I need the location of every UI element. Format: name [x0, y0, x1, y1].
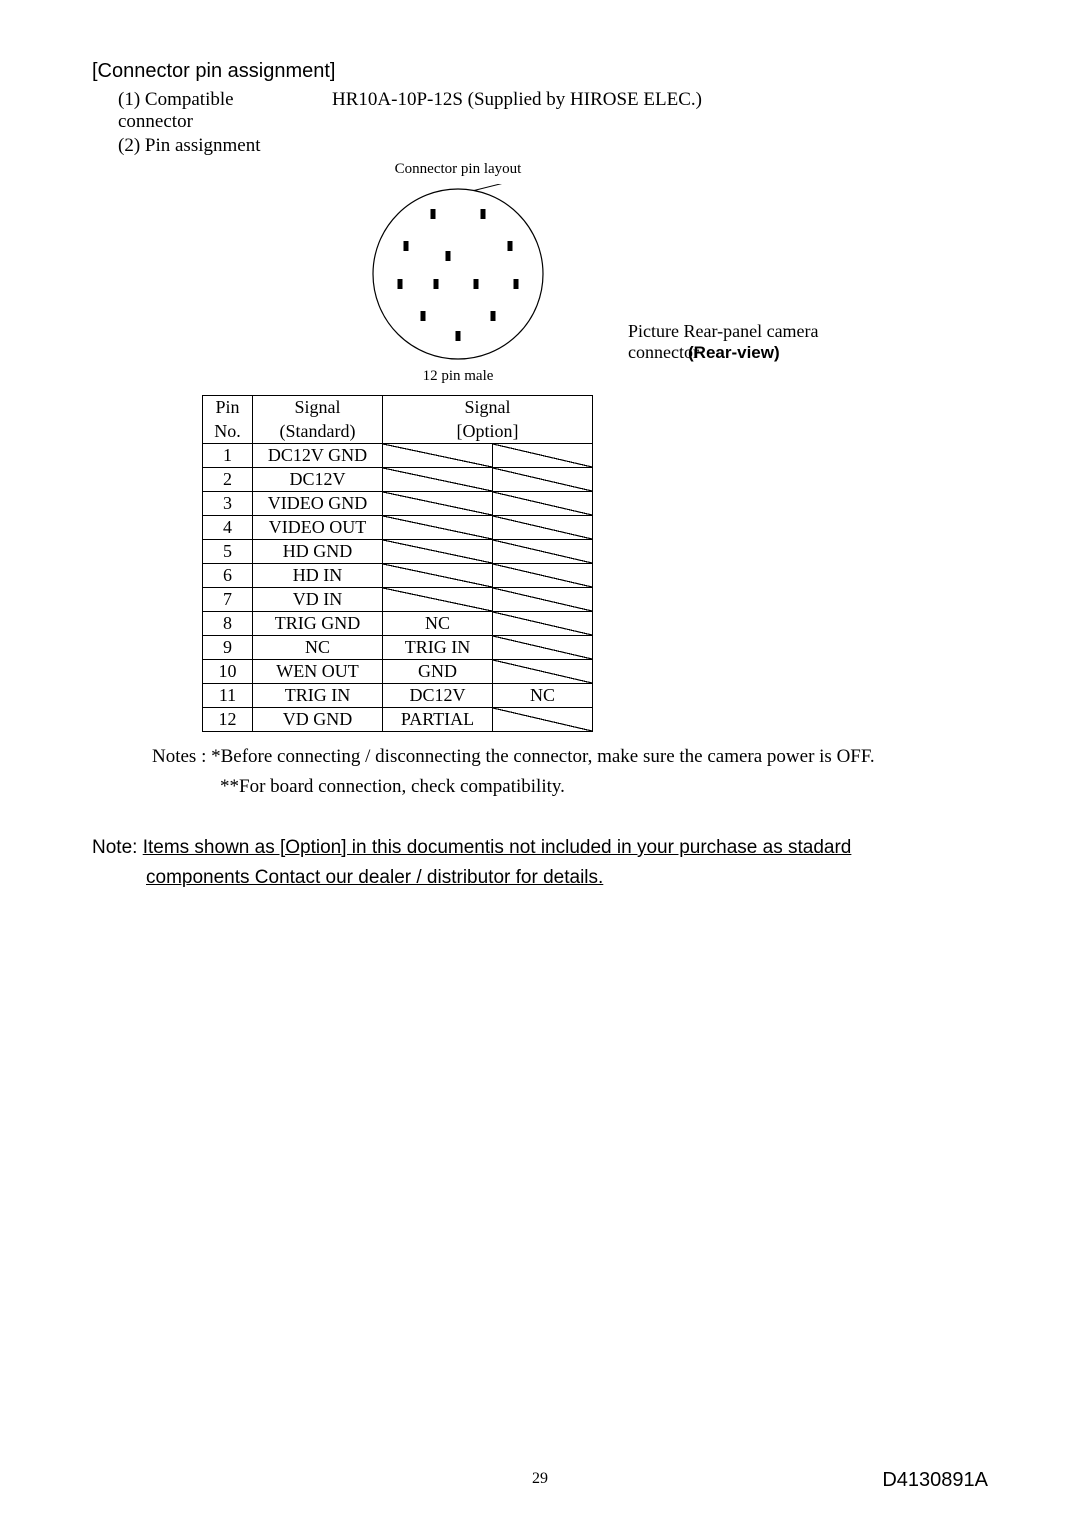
- cell-signal-opt1: [383, 516, 493, 540]
- cell-signal-opt2: [493, 564, 593, 588]
- table-row: 9NCTRIG IN: [203, 636, 593, 660]
- pin-type-label: 12 pin male: [358, 368, 558, 385]
- document-id: D4130891A: [882, 1469, 988, 1492]
- option-note-prefix: Note:: [92, 837, 143, 858]
- cell-pin-no: 11: [203, 684, 253, 708]
- rear-view-caption: (Rear-view): [688, 343, 780, 363]
- cell-signal-opt2: [493, 540, 593, 564]
- cell-signal-std: HD IN: [253, 564, 383, 588]
- th-standard: (Standard): [253, 420, 383, 444]
- cell-signal-opt2: [493, 612, 593, 636]
- cell-signal-opt1: [383, 492, 493, 516]
- th-signal-std: Signal: [253, 396, 383, 420]
- option-note-text-2: components Contact our dealer / distribu…: [146, 867, 603, 888]
- cell-pin-no: 12: [203, 708, 253, 732]
- connector-layout-caption: Connector pin layout: [358, 161, 558, 178]
- section-title: [Connector pin assignment]: [92, 60, 988, 83]
- cell-signal-std: VIDEO GND: [253, 492, 383, 516]
- table-row: 7VD IN: [203, 588, 593, 612]
- th-pin: Pin: [203, 396, 253, 420]
- table-header-row1: Pin Signal Signal: [203, 396, 593, 420]
- cell-signal-opt1: [383, 588, 493, 612]
- cell-pin-no: 6: [203, 564, 253, 588]
- table-row: 5HD GND: [203, 540, 593, 564]
- option-note-text-1: Items shown as [Option] in this document…: [143, 837, 852, 858]
- cell-signal-opt2: [493, 636, 593, 660]
- cell-pin-no: 4: [203, 516, 253, 540]
- cell-signal-opt1: [383, 444, 493, 468]
- table-row: 6HD IN: [203, 564, 593, 588]
- cell-pin-no: 10: [203, 660, 253, 684]
- cell-signal-opt1: DC12V: [383, 684, 493, 708]
- cell-signal-std: VD GND: [253, 708, 383, 732]
- cell-pin-no: 7: [203, 588, 253, 612]
- table-row: 12VD GNDPARTIAL: [203, 708, 593, 732]
- cell-signal-opt2: [493, 468, 593, 492]
- cell-signal-opt2: [493, 492, 593, 516]
- cell-pin-no: 8: [203, 612, 253, 636]
- table-row: 10WEN OUTGND: [203, 660, 593, 684]
- cell-signal-std: DC12V GND: [253, 444, 383, 468]
- table-header-row2: No. (Standard) [Option]: [203, 420, 593, 444]
- th-no: No.: [203, 420, 253, 444]
- cell-signal-opt1: TRIG IN: [383, 636, 493, 660]
- cell-signal-std: VD IN: [253, 588, 383, 612]
- cell-pin-no: 9: [203, 636, 253, 660]
- cell-pin-no: 3: [203, 492, 253, 516]
- cell-signal-std: TRIG GND: [253, 612, 383, 636]
- cell-signal-std: DC12V: [253, 468, 383, 492]
- note-line-1: Notes : *Before connecting / disconnecti…: [152, 742, 988, 772]
- cell-signal-std: WEN OUT: [253, 660, 383, 684]
- cell-signal-opt1: [383, 468, 493, 492]
- cell-signal-opt2: [493, 588, 593, 612]
- item1-value: HR10A-10P-12S (Supplied by HIROSE ELEC.): [312, 89, 702, 133]
- item2-label: (2) Pin assignment: [92, 135, 312, 157]
- item-compatible-connector: (1) Compatible connector HR10A-10P-12S (…: [92, 89, 988, 133]
- cell-signal-opt2: [493, 444, 593, 468]
- note-line-2: **For board connection, check compatibil…: [152, 772, 988, 802]
- cell-signal-opt2: [493, 516, 593, 540]
- table-row: 2DC12V: [203, 468, 593, 492]
- th-option: [Option]: [383, 420, 593, 444]
- item1-label: (1) Compatible connector: [92, 89, 312, 133]
- cell-signal-std: HD GND: [253, 540, 383, 564]
- cell-signal-std: TRIG IN: [253, 684, 383, 708]
- table-row: 1DC12V GND: [203, 444, 593, 468]
- pin-assignment-table: Pin Signal Signal No. (Standard) [Option…: [202, 395, 593, 732]
- cell-pin-no: 1: [203, 444, 253, 468]
- table-row: 3VIDEO GND: [203, 492, 593, 516]
- item-pin-assignment: (2) Pin assignment: [92, 135, 988, 157]
- cell-signal-opt1: GND: [383, 660, 493, 684]
- connector-diagram: [358, 184, 558, 364]
- cell-signal-std: VIDEO OUT: [253, 516, 383, 540]
- cell-signal-opt2: [493, 708, 593, 732]
- option-note: Note: Items shown as [Option] in this do…: [92, 833, 988, 894]
- th-signal-opt: Signal: [383, 396, 593, 420]
- cell-signal-opt2: [493, 660, 593, 684]
- table-row: 11TRIG INDC12VNC: [203, 684, 593, 708]
- cell-signal-opt1: PARTIAL: [383, 708, 493, 732]
- cell-signal-opt1: [383, 564, 493, 588]
- connector-layout-area: Connector pin layout 12 pin male Picture…: [338, 161, 838, 385]
- cell-pin-no: 2: [203, 468, 253, 492]
- table-row: 8TRIG GNDNC: [203, 612, 593, 636]
- cell-pin-no: 5: [203, 540, 253, 564]
- connection-notes: Notes : *Before connecting / disconnecti…: [152, 742, 988, 803]
- cell-signal-opt1: NC: [383, 612, 493, 636]
- table-row: 4VIDEO OUT: [203, 516, 593, 540]
- cell-signal-opt2: NC: [493, 684, 593, 708]
- cell-signal-std: NC: [253, 636, 383, 660]
- cell-signal-opt1: [383, 540, 493, 564]
